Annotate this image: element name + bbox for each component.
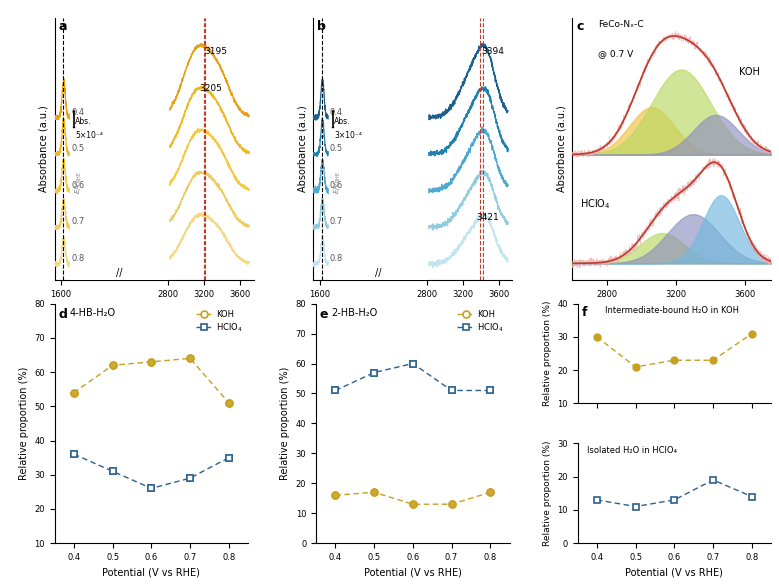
Text: 3205: 3205: [199, 84, 222, 93]
Text: 0.7: 0.7: [71, 217, 84, 227]
Text: Isolated H₂O in HClO₄: Isolated H₂O in HClO₄: [587, 446, 677, 456]
HClO$_4$: [224, 454, 234, 461]
Text: KOH: KOH: [739, 67, 760, 77]
KOH: [146, 359, 156, 366]
Text: $E/V_{\rm RHE}$: $E/V_{\rm RHE}$: [333, 171, 343, 194]
KOH: [108, 361, 118, 369]
Text: e: e: [320, 308, 329, 321]
Text: 2-HB-H₂O: 2-HB-H₂O: [332, 308, 378, 318]
Text: b: b: [317, 20, 326, 33]
HClO$_4$: [408, 360, 418, 367]
Text: c: c: [576, 20, 583, 33]
Text: //: //: [375, 267, 381, 277]
Y-axis label: Absorbance (a.u.): Absorbance (a.u.): [556, 106, 566, 192]
Text: Abs.: Abs.: [76, 117, 92, 126]
Text: 5×10⁻⁴: 5×10⁻⁴: [76, 131, 103, 140]
HClO$_4$: [369, 369, 379, 376]
Text: 4-HB-H₂O: 4-HB-H₂O: [70, 308, 116, 318]
KOH: [331, 492, 340, 499]
Text: HClO$_4$: HClO$_4$: [580, 197, 611, 211]
Text: 0.6: 0.6: [330, 181, 344, 190]
Y-axis label: Relative proportion (%): Relative proportion (%): [543, 440, 552, 546]
Text: f: f: [581, 305, 587, 319]
X-axis label: Potential (V vs RHE): Potential (V vs RHE): [103, 568, 200, 578]
KOH: [408, 500, 418, 507]
Line: KOH: KOH: [332, 489, 494, 507]
Text: @FeCo-Nₓ-C: @FeCo-Nₓ-C: [75, 47, 129, 55]
Text: Abs.: Abs.: [334, 117, 351, 126]
Text: 0.8: 0.8: [71, 254, 84, 263]
HClO$_4$: [485, 387, 495, 394]
Bar: [70, 18, 168, 280]
HClO$_4$: [331, 387, 340, 394]
Line: HClO$_4$: HClO$_4$: [332, 360, 494, 394]
Legend: KOH, HClO$_4$: KOH, HClO$_4$: [456, 308, 506, 335]
KOH: [185, 355, 195, 362]
Text: 3394: 3394: [481, 47, 504, 56]
Text: 3421: 3421: [476, 213, 499, 223]
Text: 0.4: 0.4: [71, 107, 84, 117]
Text: 0.4: 0.4: [330, 107, 343, 117]
HClO$_4$: [447, 387, 456, 394]
Text: FeCo-Nₓ-C: FeCo-Nₓ-C: [598, 20, 643, 29]
Text: @FeCo-Nₓ-C: @FeCo-Nₓ-C: [333, 47, 388, 55]
Line: KOH: KOH: [70, 355, 232, 406]
KOH: [485, 489, 495, 496]
Line: HClO$_4$: HClO$_4$: [70, 451, 232, 492]
X-axis label: Potential (V vs RHE): Potential (V vs RHE): [364, 568, 462, 578]
Y-axis label: Relative proportion (%): Relative proportion (%): [280, 367, 290, 480]
Y-axis label: Absorbance (a.u.): Absorbance (a.u.): [39, 106, 49, 192]
Bar: [329, 18, 427, 280]
Y-axis label: Relative proportion (%): Relative proportion (%): [543, 301, 552, 406]
X-axis label: Wavenumber (cm⁻¹): Wavenumber (cm⁻¹): [363, 305, 463, 315]
Text: @ 0.7 V: @ 0.7 V: [598, 49, 633, 58]
Text: 0.7: 0.7: [330, 217, 344, 227]
Text: $E/V_{\rm RHE}$: $E/V_{\rm RHE}$: [73, 171, 83, 194]
Legend: KOH, HClO$_4$: KOH, HClO$_4$: [194, 308, 244, 335]
Text: Intermediate-bound H₂O in KOH: Intermediate-bound H₂O in KOH: [605, 305, 738, 315]
KOH: [224, 399, 234, 406]
KOH: [369, 489, 379, 496]
HClO$_4$: [146, 485, 156, 492]
KOH: [69, 389, 79, 396]
X-axis label: Potential (V vs RHE): Potential (V vs RHE): [626, 568, 723, 578]
Text: 0.1 M KOH: 0.1 M KOH: [75, 20, 122, 29]
Y-axis label: Relative proportion (%): Relative proportion (%): [19, 367, 29, 480]
Text: //: //: [116, 267, 122, 277]
HClO$_4$: [69, 451, 79, 458]
Text: 0.5: 0.5: [71, 144, 84, 153]
X-axis label: Wavenumber (cm⁻¹): Wavenumber (cm⁻¹): [622, 305, 721, 315]
Text: a: a: [58, 20, 67, 33]
HClO$_4$: [108, 468, 118, 475]
Text: 0.1 M HClO₄: 0.1 M HClO₄: [333, 20, 387, 29]
Y-axis label: Absorbance (a.u.): Absorbance (a.u.): [298, 106, 308, 192]
X-axis label: Wavenumber (cm⁻¹): Wavenumber (cm⁻¹): [104, 305, 204, 315]
Text: 0.6: 0.6: [71, 181, 84, 190]
Text: 3195: 3195: [205, 47, 227, 56]
KOH: [447, 500, 456, 507]
Text: 3×10⁻⁴: 3×10⁻⁴: [334, 131, 362, 140]
Text: 0.8: 0.8: [330, 254, 344, 263]
Text: 0.5: 0.5: [330, 144, 343, 153]
Text: d: d: [58, 308, 67, 321]
HClO$_4$: [185, 475, 195, 482]
